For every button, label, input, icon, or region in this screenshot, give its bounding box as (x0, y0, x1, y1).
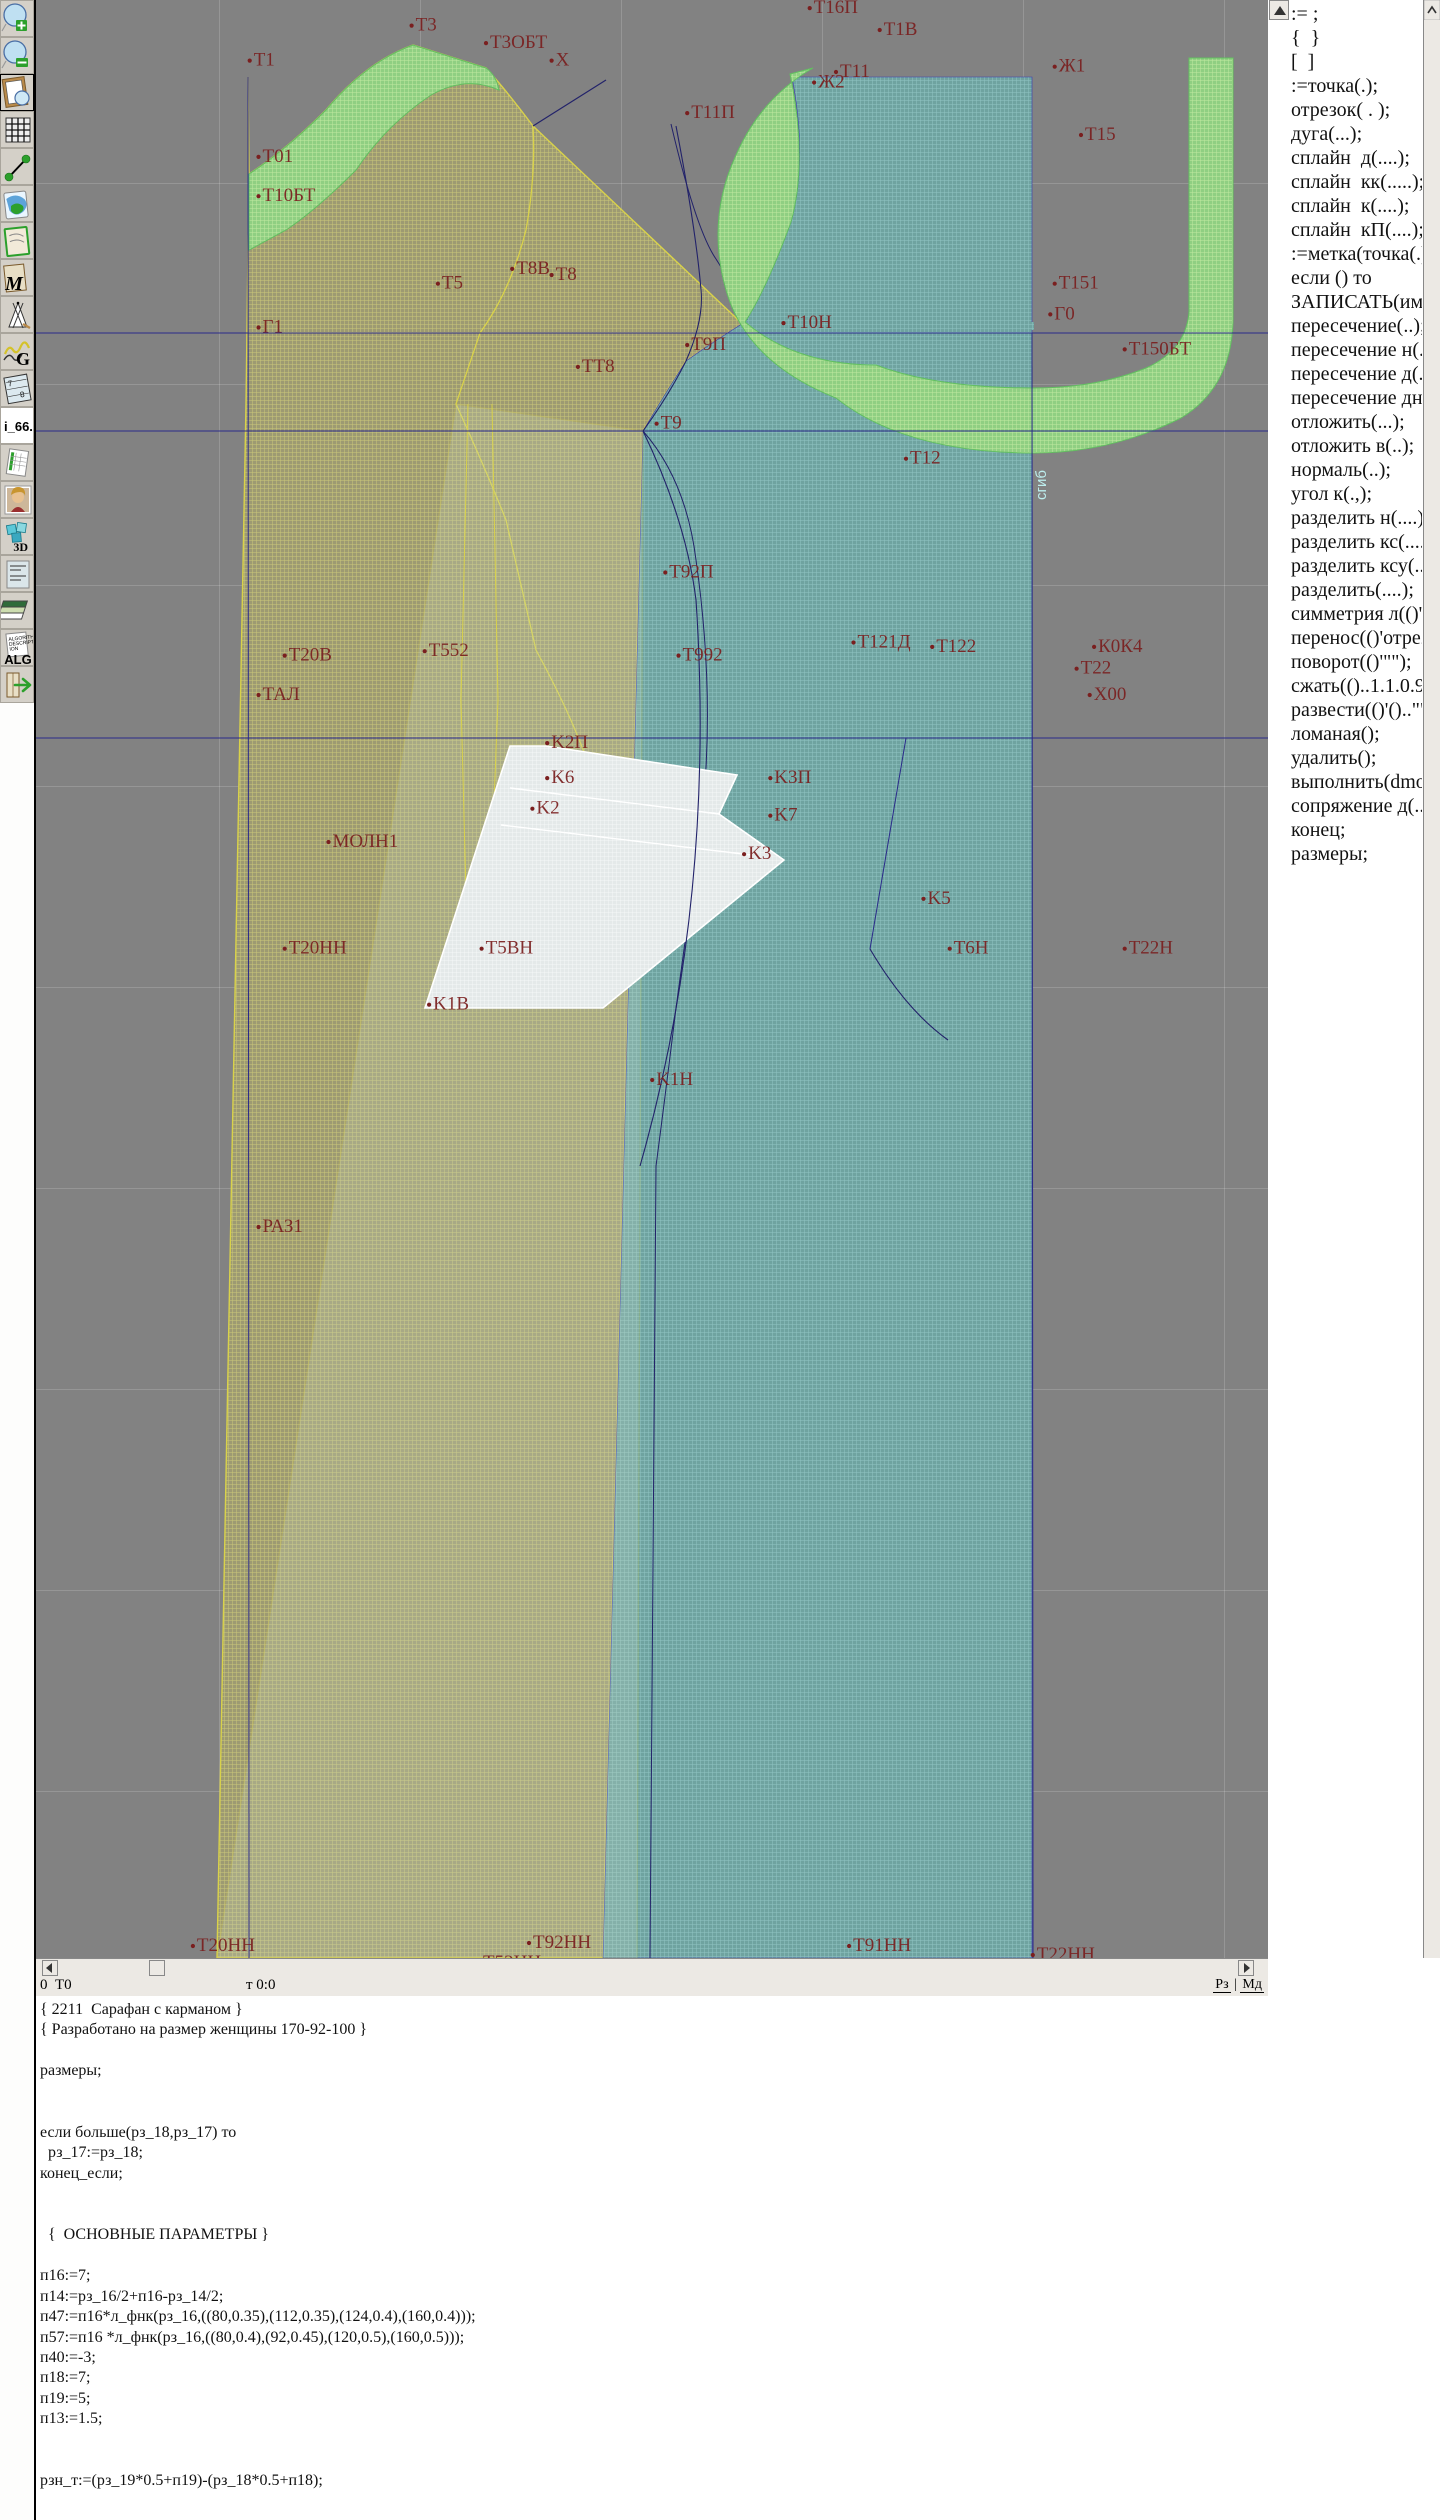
svg-text:Г0: Г0 (1054, 303, 1074, 324)
svg-text:T12: T12 (910, 448, 941, 469)
svg-text:T1: T1 (254, 50, 275, 71)
svg-text:T1B: T1B (884, 19, 918, 40)
svg-text:сгиб: сгиб (1033, 470, 1050, 500)
svg-text:T22Н: T22Н (1129, 938, 1174, 959)
svg-text:T22HH: T22HH (1037, 1944, 1095, 1958)
svg-text:K7: K7 (774, 805, 797, 826)
svg-text:T9: T9 (661, 413, 682, 434)
svg-text:T121Д: T121Д (858, 632, 911, 653)
svg-text:Х00: Х00 (1094, 684, 1127, 705)
svg-text:T6Н: T6Н (954, 938, 989, 959)
svg-text:T20В: T20В (289, 645, 332, 666)
svg-text:K5: K5 (928, 888, 951, 909)
svg-text:T150БТ: T150БТ (1129, 338, 1192, 359)
svg-text:i_66.: i_66. (4, 419, 33, 434)
svg-text:T992: T992 (683, 645, 723, 666)
svg-text:T10БТ: T10БТ (263, 185, 316, 206)
svg-text:K2: K2 (536, 798, 559, 819)
svg-text:G: G (16, 349, 30, 369)
svg-text:T122: T122 (936, 636, 976, 657)
svg-text:3D: 3D (13, 540, 28, 554)
svg-text:K3П: K3П (774, 767, 811, 788)
svg-text:T5ВН: T5ВН (486, 938, 534, 959)
svg-text:K3: K3 (748, 843, 771, 864)
svg-text:T22: T22 (1081, 658, 1112, 679)
svg-text:T10Н: T10Н (788, 312, 833, 333)
svg-text:T92HH: T92HH (533, 1932, 591, 1953)
svg-text:K2П: K2П (551, 732, 588, 753)
svg-text:K6: K6 (551, 767, 574, 788)
svg-text:T20HH: T20HH (289, 938, 347, 959)
svg-text:T8: T8 (556, 264, 577, 285)
svg-text:Ж1: Ж1 (1059, 56, 1086, 77)
svg-text:M: M (4, 273, 24, 295)
svg-text:T552: T552 (429, 640, 469, 661)
svg-text:Г1: Г1 (263, 317, 283, 338)
svg-text:K1B: K1B (433, 994, 469, 1015)
svg-text:TT8: TT8 (582, 356, 615, 377)
svg-text:T5: T5 (442, 273, 463, 294)
svg-text:К0К4: К0К4 (1098, 636, 1143, 657)
svg-text:T9П: T9П (691, 334, 726, 355)
svg-text:МОЛН1: МОЛН1 (333, 831, 399, 852)
svg-text:T91HH: T91HH (853, 1935, 911, 1956)
svg-text:ALG: ALG (4, 652, 31, 666)
svg-text:T8B: T8B (516, 258, 550, 279)
svg-text:T15: T15 (1085, 124, 1116, 145)
svg-text:T20HH: T20HH (197, 1935, 255, 1956)
svg-text:T16П: T16П (814, 0, 859, 18)
svg-text:T11П: T11П (691, 102, 735, 123)
svg-text:T3: T3 (416, 15, 437, 36)
svg-text:T01: T01 (263, 146, 294, 167)
svg-text:ТАЛ: ТАЛ (263, 684, 300, 705)
svg-text:X: X (556, 50, 570, 71)
svg-text:K1Н: K1Н (656, 1069, 693, 1090)
svg-text:Ж2: Ж2 (818, 72, 845, 93)
svg-text:T151: T151 (1059, 273, 1099, 294)
svg-text:T3OБТ: T3OБТ (490, 32, 547, 53)
svg-text:T92П: T92П (669, 562, 714, 583)
svg-text:РАЗ1: РАЗ1 (263, 1216, 303, 1237)
